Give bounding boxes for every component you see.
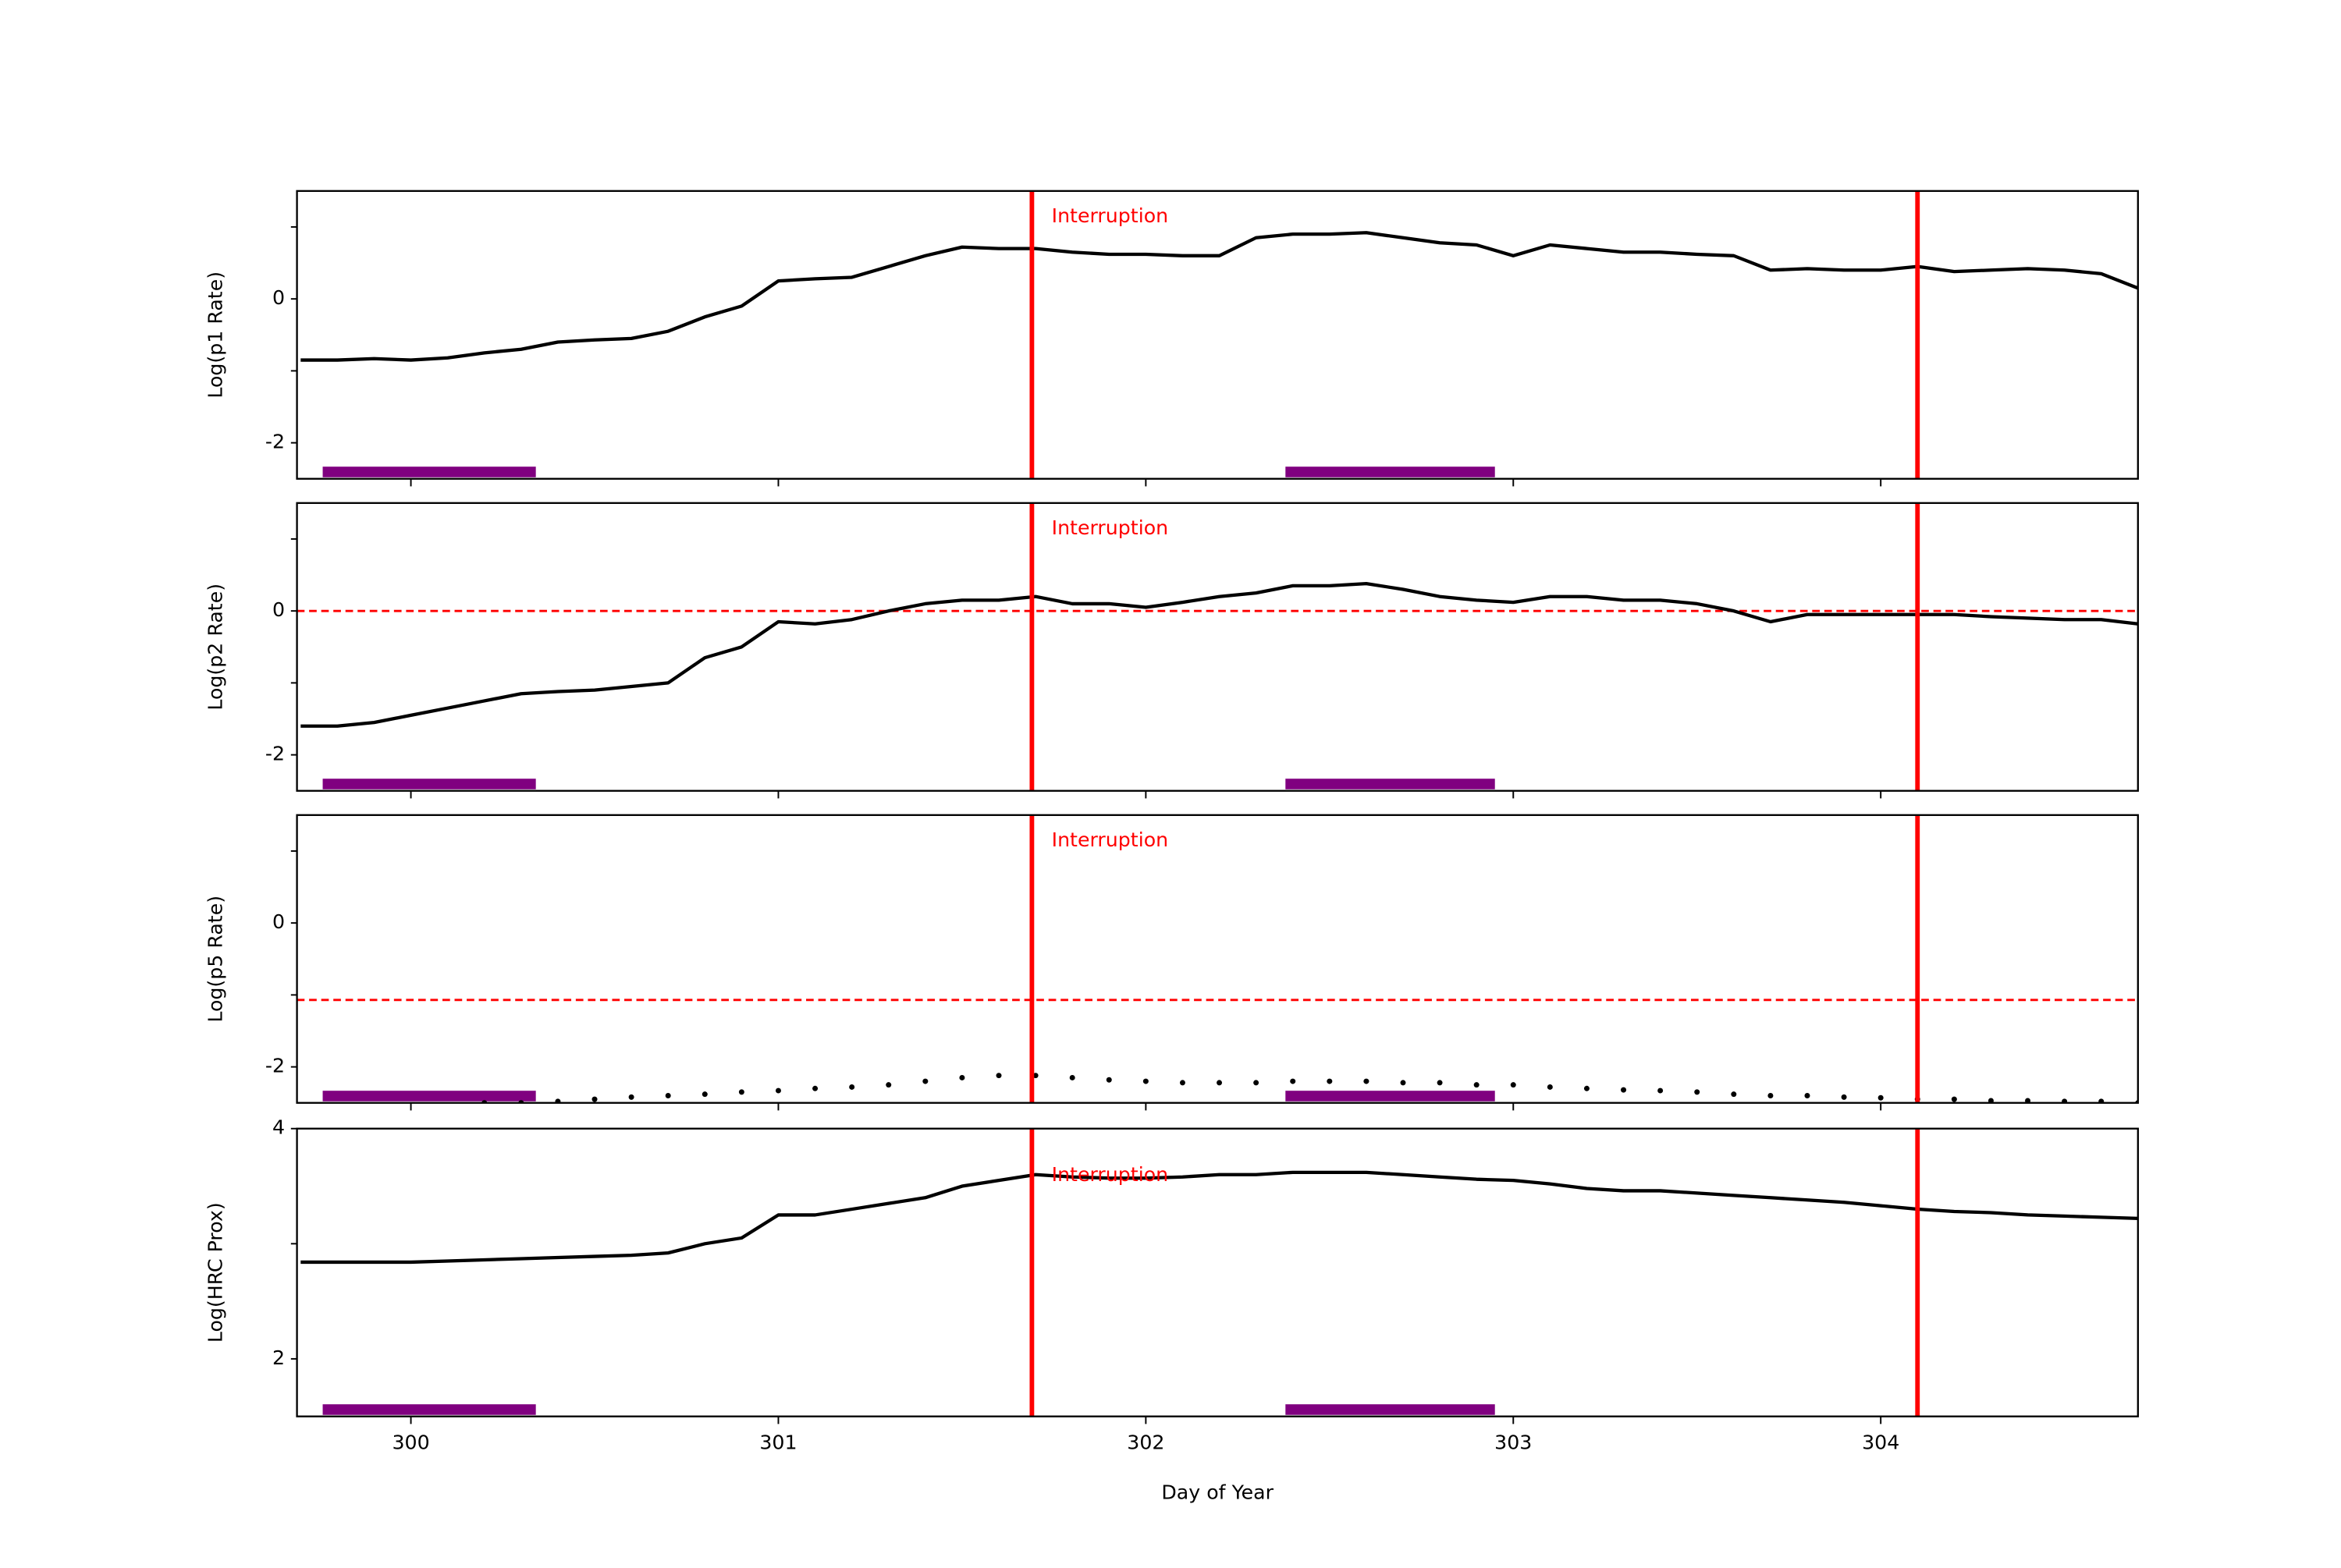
x-axis-label: Day of Year <box>1161 1481 1274 1504</box>
x-tick-label: 301 <box>759 1431 797 1454</box>
axes-frame <box>296 502 2139 792</box>
data-point <box>1253 1080 1259 1086</box>
axes-frame <box>296 814 2139 1104</box>
band <box>1285 779 1495 789</box>
data-point <box>555 1098 561 1103</box>
y-tick-label: -2 <box>265 431 285 453</box>
data-point <box>2025 1098 2031 1103</box>
data-point <box>1877 1094 1884 1101</box>
band <box>1285 1404 1495 1415</box>
annotation: Interruption <box>1052 204 1169 227</box>
data-point <box>886 1082 892 1088</box>
y-axis-label: Log(HRC Prox) <box>204 1202 227 1343</box>
data-point <box>1657 1087 1664 1094</box>
band <box>322 1091 536 1102</box>
y-axis-label: Log(p5 Rate) <box>204 896 227 1023</box>
data-point <box>1731 1091 1737 1098</box>
data-point <box>1767 1093 1774 1099</box>
y-axis-label: Log(p2 Rate) <box>204 584 227 711</box>
data-point <box>1583 1085 1590 1091</box>
data-point <box>1621 1087 1627 1093</box>
data-point <box>1363 1078 1369 1084</box>
plot-area <box>300 1170 2138 1415</box>
data-point <box>335 1107 340 1112</box>
annotation: Interruption <box>1052 828 1169 851</box>
data-point <box>298 1107 304 1112</box>
data-point <box>812 1085 819 1091</box>
data-point <box>959 1074 965 1080</box>
y-tick-label: 2 <box>272 1346 285 1369</box>
axes-frame <box>296 190 2139 480</box>
data-point <box>1437 1080 1443 1086</box>
y-tick-label: 0 <box>272 286 285 309</box>
y-tick-label: 4 <box>272 1116 285 1139</box>
data-line <box>300 581 2138 728</box>
data-point <box>1988 1098 1994 1103</box>
x-tick-label: 300 <box>392 1431 429 1454</box>
data-point <box>849 1084 855 1090</box>
data-point <box>1290 1078 1296 1084</box>
data-point <box>371 1107 377 1112</box>
data-point <box>1179 1080 1185 1086</box>
axes-frame <box>296 1127 2139 1417</box>
plot-area <box>300 231 2138 477</box>
data-point <box>1473 1082 1480 1088</box>
data-point <box>1841 1094 1847 1100</box>
band <box>322 466 536 477</box>
data-point <box>1694 1089 1700 1095</box>
y-tick-label: 0 <box>272 910 285 933</box>
data-point <box>591 1096 598 1102</box>
data-line <box>300 1170 2138 1265</box>
y-tick-label: -2 <box>265 743 285 765</box>
x-tick-label: 303 <box>1494 1431 1532 1454</box>
data-point <box>2062 1098 2068 1103</box>
band <box>322 1404 536 1415</box>
annotation: Interruption <box>1052 1163 1169 1186</box>
data-point <box>1547 1084 1553 1090</box>
data-point <box>775 1087 781 1094</box>
data-point <box>1142 1078 1149 1084</box>
data-line <box>300 231 2138 362</box>
plot-area <box>297 999 2138 1112</box>
y-tick-label: -2 <box>265 1055 285 1077</box>
band <box>1285 466 1495 477</box>
plot-area <box>297 581 2138 789</box>
annotation: Interruption <box>1052 516 1169 539</box>
x-tick-label: 302 <box>1127 1431 1164 1454</box>
data-point <box>702 1091 708 1098</box>
data-point <box>1217 1080 1223 1086</box>
data-point <box>2098 1098 2105 1103</box>
data-point <box>922 1078 929 1084</box>
data-point <box>1032 1073 1039 1079</box>
data-point <box>996 1073 1002 1079</box>
y-axis-label: Log(p1 Rate) <box>204 271 227 399</box>
band <box>322 779 536 789</box>
data-point <box>628 1094 634 1100</box>
data-point <box>665 1093 671 1099</box>
y-tick-label: 0 <box>272 598 285 621</box>
data-point <box>1951 1096 1957 1102</box>
band <box>1285 1091 1495 1102</box>
data-point <box>738 1089 744 1095</box>
data-point <box>1069 1074 1075 1080</box>
data-point <box>1106 1077 1112 1083</box>
data-point <box>1804 1093 1810 1099</box>
data-point <box>1327 1078 1333 1084</box>
data-point <box>445 1104 450 1109</box>
x-tick-label: 304 <box>1862 1431 1899 1454</box>
data-point <box>1400 1080 1406 1086</box>
data-point <box>1510 1082 1516 1088</box>
